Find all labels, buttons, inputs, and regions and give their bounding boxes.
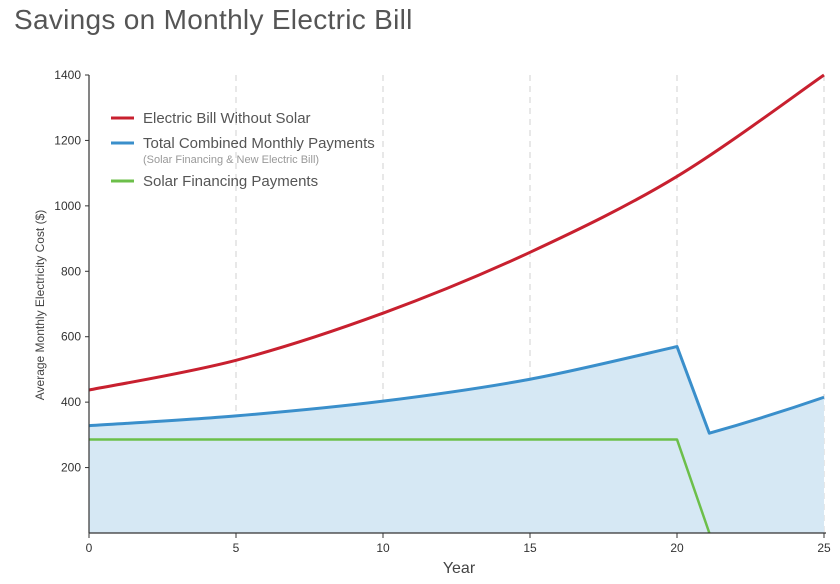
y-tick-label: 600 (61, 330, 81, 344)
series-lines (88, 73, 825, 534)
series-line-electric-bill-without-solar (88, 73, 825, 392)
series-line-total-combined-payments (88, 345, 825, 435)
x-axis-label: Year (443, 560, 476, 577)
x-tick-label: 0 (86, 541, 93, 555)
axes (85, 74, 826, 538)
x-tick-labels: 0 5 10 15 20 25 (86, 541, 831, 555)
x-tick-label: 20 (670, 541, 684, 555)
x-tick-label: 15 (523, 541, 537, 555)
legend-label-electric-bill-without-solar: Electric Bill Without Solar (143, 110, 311, 127)
series-line-solar-financing-payments (89, 438, 711, 534)
chart-title: Savings on Monthly Electric Bill (14, 4, 413, 35)
y-tick-label: 1000 (54, 199, 81, 213)
y-tick-label: 1200 (54, 133, 81, 147)
legend-label-total-combined-monthly-payments: Total Combined Monthly Payments (143, 135, 375, 152)
y-tick-label: 400 (61, 395, 81, 409)
legend: Electric Bill Without Solar Total Combine… (111, 110, 375, 190)
x-tick-label: 10 (376, 541, 390, 555)
x-tick-label: 5 (233, 541, 240, 555)
y-tick-label: 200 (61, 461, 81, 475)
legend-sublabel: (Solar Financing & New Electric Bill) (143, 154, 319, 166)
y-axis-label: Average Monthly Electricity Cost ($) (33, 210, 47, 401)
y-tick-labels: 200 400 600 800 1000 1200 1400 (54, 68, 81, 475)
y-tick-label: 800 (61, 264, 81, 278)
legend-label-solar-financing-payments: Solar Financing Payments (143, 173, 318, 190)
x-tick-label: 25 (817, 541, 831, 555)
y-tick-label: 1400 (54, 68, 81, 82)
